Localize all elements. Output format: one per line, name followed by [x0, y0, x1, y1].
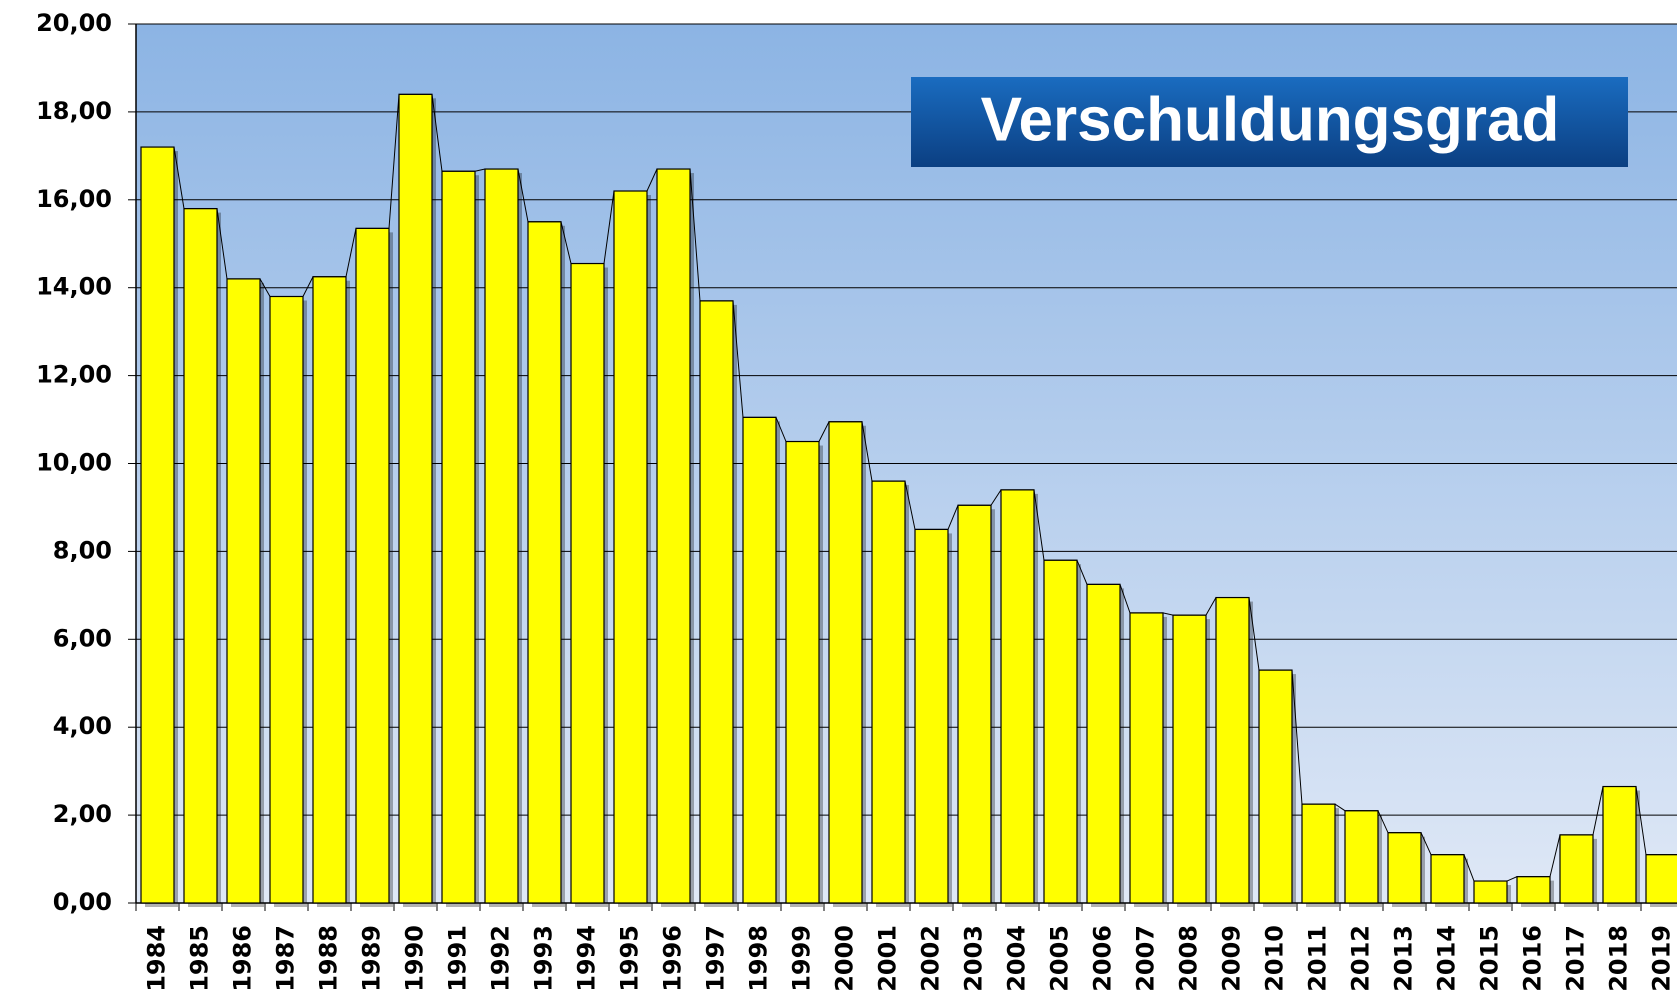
- x-tick-label: 2008: [1175, 925, 1203, 992]
- bar: [957, 504, 992, 904]
- bar: [1387, 832, 1422, 904]
- x-tick-label: 1999: [788, 925, 816, 992]
- y-tick-label: 14,00: [36, 273, 112, 301]
- x-tick-label: 1996: [659, 925, 687, 992]
- y-tick-label: 18,00: [36, 97, 112, 125]
- x-tick-label: 1991: [444, 925, 472, 992]
- x-tick-label: 2001: [874, 925, 902, 992]
- x-tick-label: 1987: [272, 925, 300, 992]
- x-tick-label: 2002: [917, 925, 945, 992]
- x-tick-label: 1994: [573, 925, 601, 992]
- x-tick-label: 2009: [1218, 925, 1246, 992]
- x-tick-label: 2004: [1003, 925, 1031, 992]
- x-tick-label: 2012: [1347, 925, 1375, 992]
- bar: [1344, 810, 1379, 904]
- bar: [1215, 596, 1250, 904]
- bar: [1430, 854, 1465, 904]
- bar: [871, 480, 906, 904]
- x-tick-label: 2016: [1519, 925, 1547, 992]
- x-tick-label: 1984: [143, 925, 171, 992]
- bar: [1086, 583, 1121, 904]
- y-tick-label: 4,00: [53, 712, 112, 740]
- bar: [527, 221, 562, 904]
- y-tick-label: 16,00: [36, 185, 112, 213]
- x-tick-label: 1988: [315, 925, 343, 992]
- y-tick-label: 0,00: [53, 888, 112, 916]
- bar: [742, 416, 777, 904]
- x-tick-label: 1985: [186, 925, 214, 992]
- bar: [312, 276, 347, 904]
- bar: [1516, 876, 1551, 904]
- x-tick-label: 1989: [358, 925, 386, 992]
- bar: [1129, 612, 1164, 904]
- bar: [1043, 559, 1078, 904]
- bar: [1559, 834, 1594, 904]
- x-tick-label: 2005: [1046, 925, 1074, 992]
- x-tick-label: 1997: [702, 925, 730, 992]
- bar: [570, 262, 605, 904]
- bar: [1258, 669, 1293, 904]
- connector-line: [141, 93, 1677, 882]
- bar: [183, 207, 218, 904]
- bar: [828, 421, 863, 904]
- bar: [613, 190, 648, 904]
- bar: [1473, 880, 1508, 904]
- y-tick-label: 6,00: [53, 624, 112, 652]
- x-tick-label: 2011: [1304, 925, 1332, 992]
- y-tick-label: 20,00: [36, 9, 112, 37]
- bar: [484, 168, 519, 904]
- bar: [226, 278, 261, 904]
- x-tick-label: 2000: [831, 925, 859, 992]
- bar: [699, 300, 734, 904]
- x-tick-label: 1995: [616, 925, 644, 992]
- bar: [1000, 489, 1035, 904]
- bar: [140, 146, 175, 904]
- bar: [785, 440, 820, 904]
- title-box: [911, 77, 1628, 167]
- bar: [656, 168, 691, 904]
- x-tick-label: 2018: [1605, 925, 1633, 992]
- y-tick-label: 10,00: [36, 449, 112, 477]
- x-tick-label: 1992: [487, 925, 515, 992]
- x-tick-label: 2015: [1476, 925, 1504, 992]
- y-tick-label: 8,00: [53, 536, 112, 564]
- x-tick-label: 2019: [1648, 925, 1676, 992]
- x-tick-label: 2006: [1089, 925, 1117, 992]
- x-tick-label: 2003: [960, 925, 988, 992]
- x-tick-label: 2017: [1562, 925, 1590, 992]
- bar: [1645, 854, 1677, 904]
- x-tick-label: 2007: [1132, 925, 1160, 992]
- x-tick-label: 1993: [530, 925, 558, 992]
- bar: [441, 170, 476, 904]
- x-tick-label: 1990: [401, 925, 429, 992]
- x-tick-label: 1998: [745, 925, 773, 992]
- bar: [1602, 785, 1637, 904]
- x-tick-label: 2013: [1390, 925, 1418, 992]
- chart-title: Verschuldungsgrad: [981, 85, 1560, 154]
- bar: [914, 528, 949, 904]
- bar: [398, 93, 433, 904]
- bar: [355, 227, 390, 904]
- x-tick-label: 2014: [1433, 925, 1461, 992]
- x-tick-label: 1986: [229, 925, 257, 992]
- y-tick-label: 2,00: [53, 800, 112, 828]
- bar: [1301, 803, 1336, 904]
- x-tick-label: 2010: [1261, 925, 1289, 992]
- bar: [269, 295, 304, 904]
- y-tick-label: 12,00: [36, 361, 112, 389]
- bar: [1172, 614, 1207, 904]
